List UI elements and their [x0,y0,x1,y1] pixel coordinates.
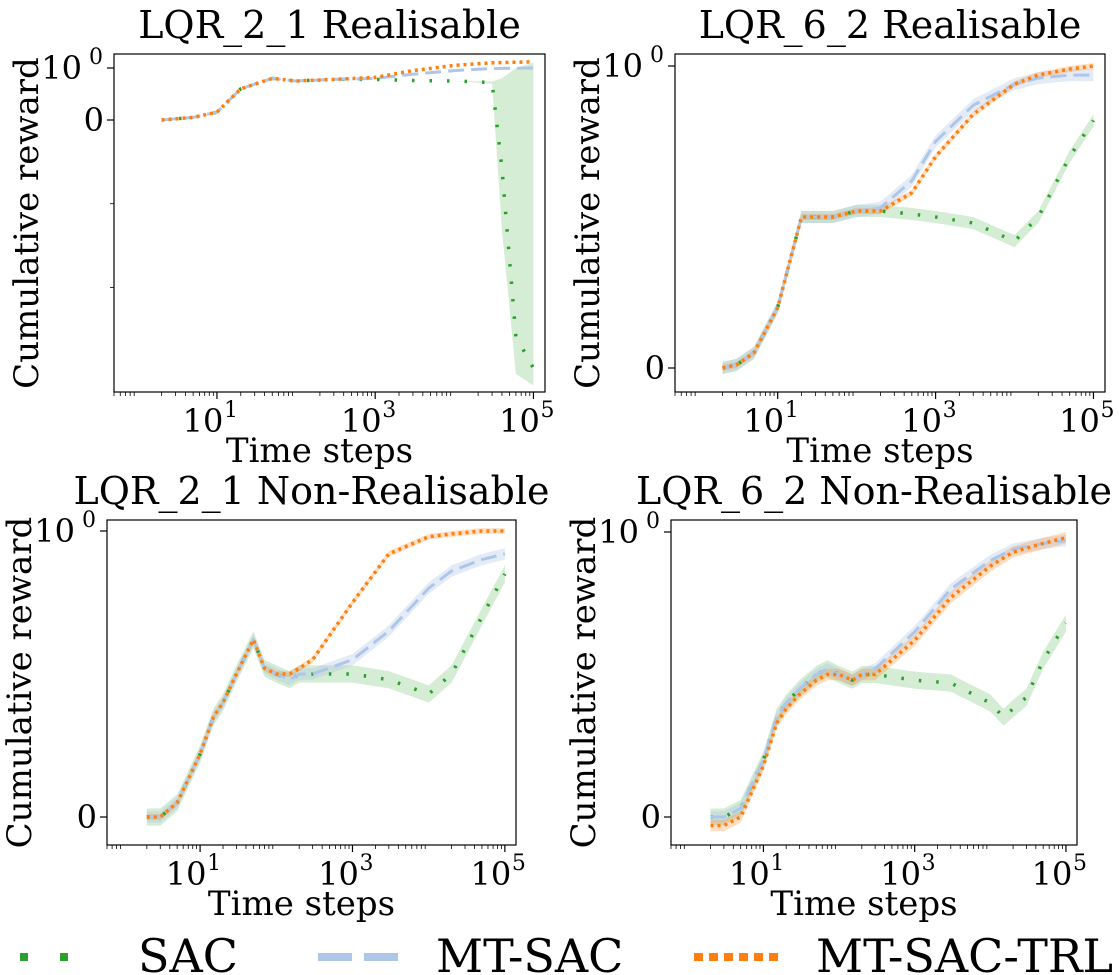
series-line-mt-sac-trl [161,60,534,122]
legend: SAC MT-SAC MT-SAC-TRL [20,929,1113,975]
x-axis-label: Time steps [208,884,395,924]
series-line-sac [146,573,507,819]
subplot-title: LQR_6_2 Realisable [699,3,1082,48]
axes-frame [670,519,1078,846]
x-tick-label: 10 [743,402,784,440]
x-tick-label: 10 [729,855,770,893]
band-sac [161,62,534,386]
subplot-title: LQR_2_1 Realisable [138,3,521,48]
series-line-mt-sac [710,539,1067,819]
x-tick-exponent: 5 [1073,851,1087,876]
y-tick-label: 0 [84,101,104,139]
axes-frame [106,519,517,846]
legend-label-mt-sac: MT-SAC [436,929,623,975]
y-tick-label: 10 [41,49,82,87]
x-axis-label: Time steps [226,431,413,471]
plot-area [146,528,507,826]
x-tick-exponent: 5 [512,851,526,876]
x-tick-label: 10 [880,855,921,893]
band-sac [722,114,1094,375]
legend-entry-sac: SAC [20,929,238,975]
series-line-mt-sac [146,552,506,819]
band-sac [146,565,505,826]
series-line-mt-sac-trl [146,529,505,819]
band-sac [710,614,1066,826]
x-tick-exponent: 1 [785,398,799,423]
subplot-title: LQR_6_2 Non-Realisable [636,469,1112,514]
y-tick-label: 0 [641,798,661,836]
x-tick-exponent: 5 [540,398,554,423]
y-tick-exponent: 0 [89,45,103,70]
x-tick-label: 10 [471,855,512,893]
y-axis-label: Cumulative reward [568,57,608,389]
x-tick-label: 10 [183,402,224,440]
y-tick-exponent: 0 [82,508,96,533]
x-tick-exponent: 3 [943,398,957,423]
legend-label-sac: SAC [138,929,238,975]
x-axis-label: Time steps [786,431,973,471]
y-axis-label: Cumulative reward [0,517,40,849]
x-tick-label: 10 [901,402,942,440]
x-tick-label: 10 [166,855,207,893]
x-tick-exponent: 3 [922,851,936,876]
y-tick-label: 10 [598,513,639,551]
x-tick-exponent: 1 [224,398,238,423]
series-line-mt-sac [722,73,1094,370]
plot-area [722,63,1095,375]
series-line-mt-sac-trl [710,536,1067,828]
series-line-sac [710,622,1068,819]
axes-frame [674,53,1106,393]
x-tick-exponent: 1 [770,851,784,876]
plot-area [161,60,535,386]
x-tick-label: 10 [341,402,382,440]
y-axis-label: Cumulative reward [564,517,604,849]
x-axis-label: Time steps [770,884,957,924]
legend-label-mt-sac-trl: MT-SAC-TRL [816,929,1113,975]
series-line-mt-sac-trl [722,64,1094,370]
series-line-sac [161,76,535,369]
band-mt-sac-trl [710,532,1066,832]
y-tick-exponent: 0 [650,43,664,68]
x-tick-exponent: 1 [207,851,221,876]
x-tick-exponent: 3 [359,851,373,876]
x-tick-exponent: 5 [1100,398,1114,423]
x-tick-label: 10 [499,402,540,440]
series-line-sac [722,119,1095,370]
x-tick-label: 10 [318,855,359,893]
x-tick-label: 10 [1059,402,1100,440]
axes-frame [113,53,546,393]
y-tick-label: 10 [602,47,643,85]
y-tick-label: 0 [645,349,665,387]
y-tick-exponent: 0 [646,509,660,534]
y-axis-label: Cumulative reward [7,57,47,389]
legend-entry-mt-sac-trl: MT-SAC-TRL [694,929,1113,975]
x-tick-label: 10 [1032,855,1073,893]
subplot-title: LQR_2_1 Non-Realisable [73,469,549,514]
x-tick-exponent: 3 [382,398,396,423]
y-tick-label: 0 [77,798,97,836]
y-tick-label: 10 [34,512,75,550]
band-mt-sac [146,548,505,823]
legend-entry-mt-sac: MT-SAC [318,929,623,975]
plot-area [710,532,1068,832]
